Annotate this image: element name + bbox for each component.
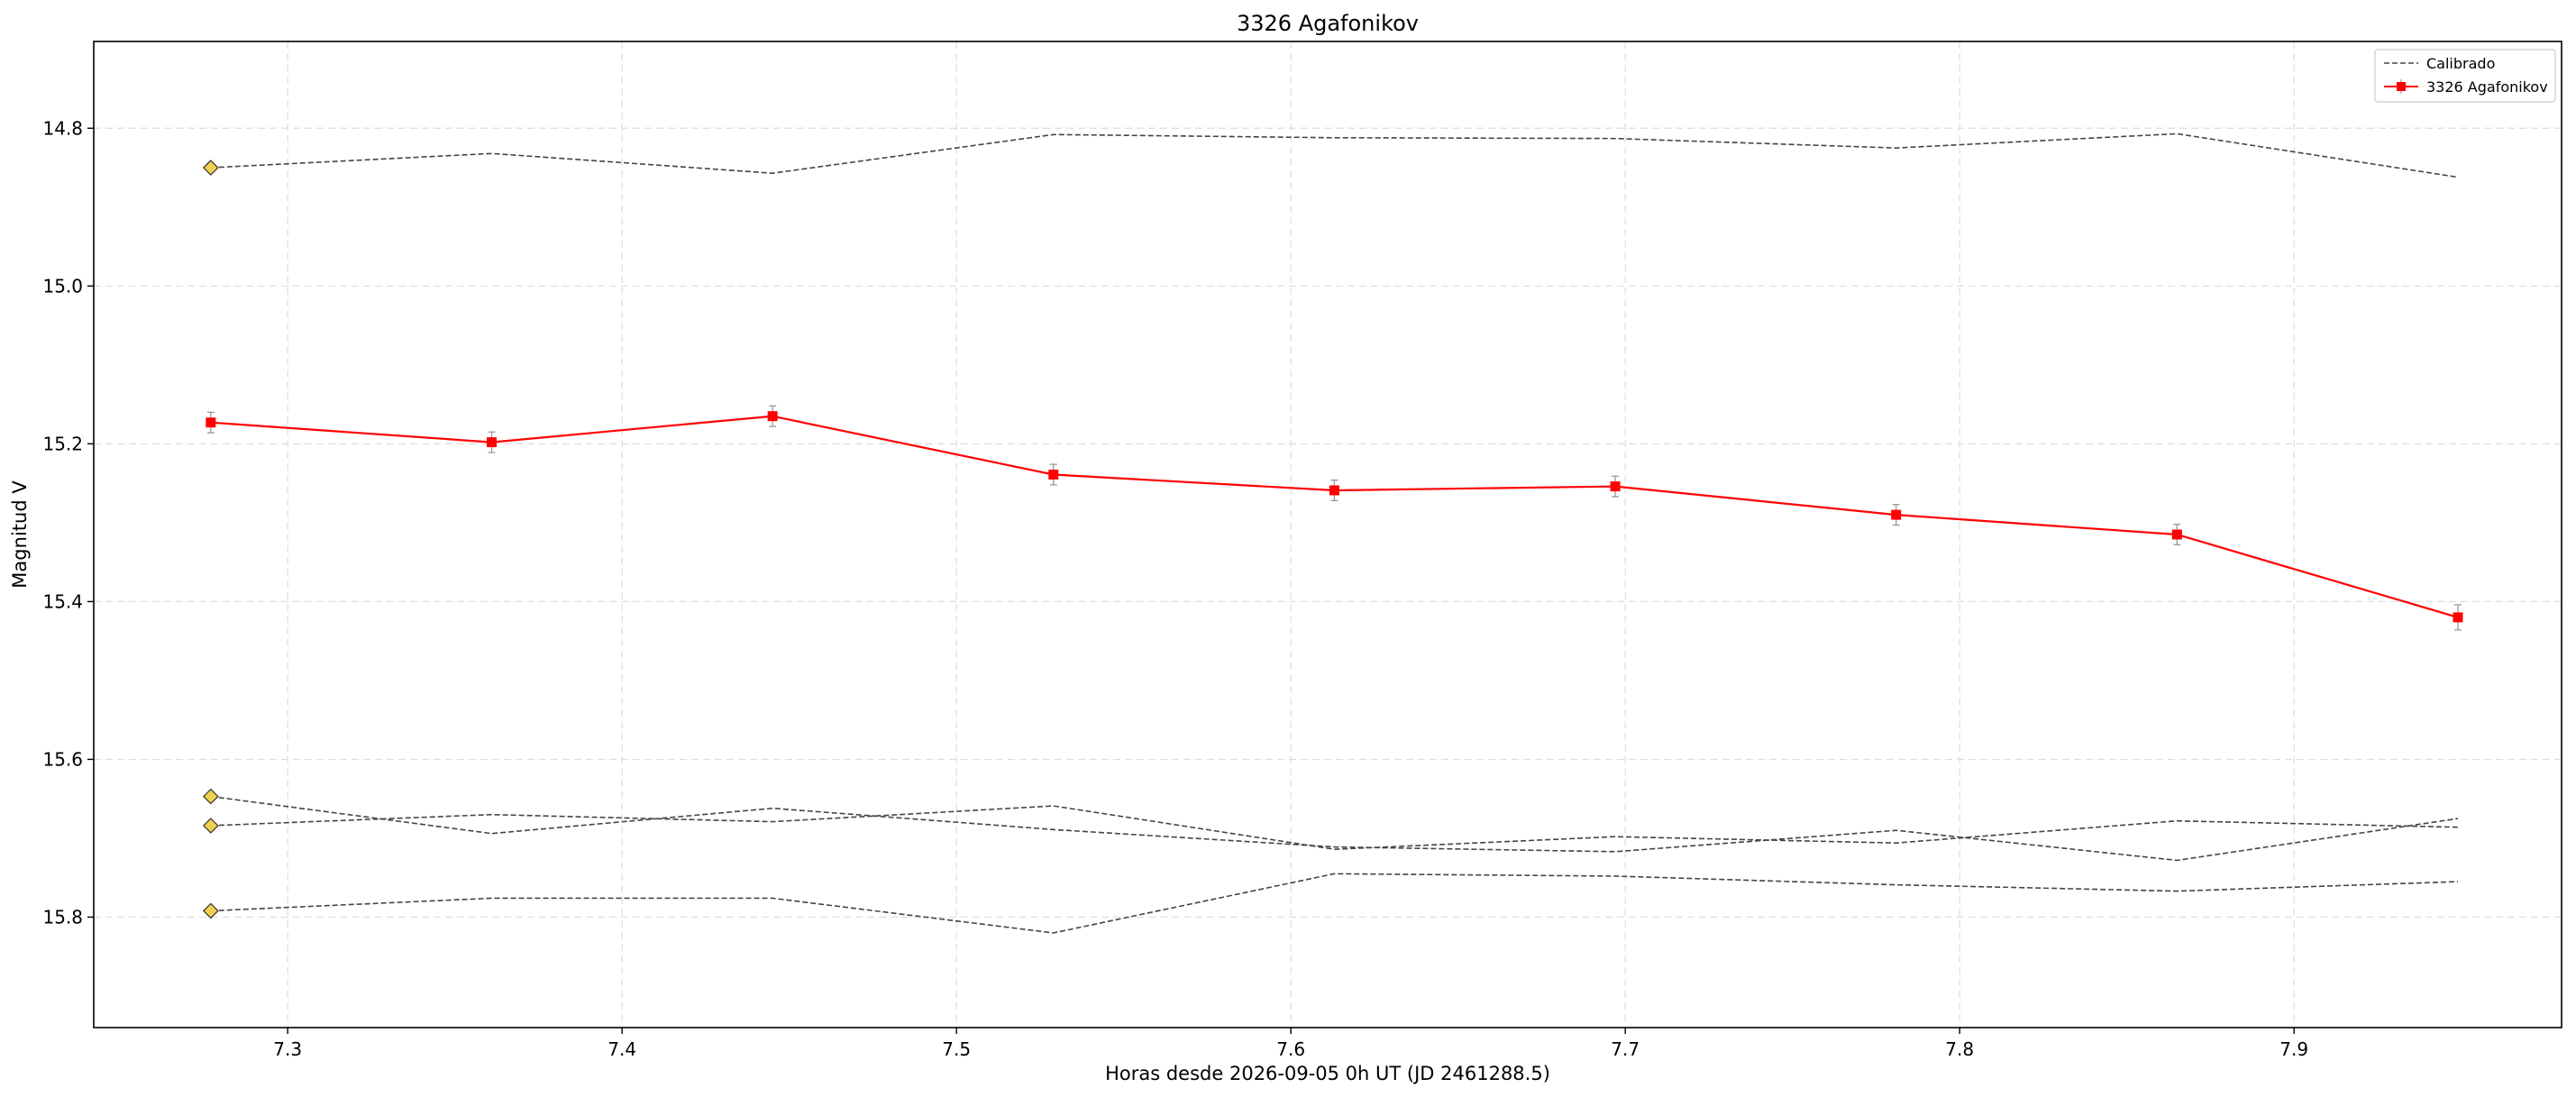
y-tick-label: 15.6 (42, 748, 83, 770)
calibrated-start-marker (203, 902, 219, 919)
legend-target-marker (2397, 82, 2406, 91)
y-tick-label: 15.8 (42, 906, 83, 928)
legend-box (2374, 49, 2556, 103)
y-tick-label: 14.8 (42, 117, 83, 139)
target-point (1048, 469, 1059, 480)
target-point (1610, 481, 1621, 492)
x-tick-label: 7.8 (1945, 1038, 1974, 1060)
calibrated-start-marker (203, 818, 219, 834)
legend-calibrated-label: Calibrado (2426, 55, 2495, 72)
target-point (1891, 509, 1902, 520)
x-tick-label: 7.9 (2279, 1038, 2308, 1060)
x-tick-label: 7.6 (1276, 1038, 1305, 1060)
target-point (206, 417, 216, 428)
plot-frame (93, 41, 2562, 1028)
legend-target-label: 3326 Agafonikov (2426, 78, 2548, 96)
x-tick-label: 7.3 (273, 1038, 302, 1060)
target-point (2171, 529, 2182, 540)
target-point (767, 411, 778, 422)
calibrated-series-line (210, 805, 2459, 851)
chart-title: 3326 Agafonikov (1237, 11, 1419, 36)
y-axis-label: Magnitud V (9, 480, 31, 589)
x-tick-label: 7.4 (607, 1038, 636, 1060)
target-point (2453, 612, 2463, 623)
x-axis-label: Horas desde 2026-09-05 0h UT (JD 2461288… (1105, 1063, 1550, 1084)
y-tick-label: 15.0 (42, 275, 83, 297)
x-tick-label: 7.5 (942, 1038, 971, 1060)
y-tick-label: 15.4 (42, 590, 83, 612)
calibrated-start-marker (203, 160, 219, 176)
ticks: 7.3 7.4 7.5 7.6 7.7 7.8 7.9 14.8 15.0 15.2 15.4 15.… (42, 117, 2308, 1060)
grid (94, 41, 2562, 1028)
series-layer (203, 133, 2463, 934)
x-tick-label: 7.7 (1611, 1038, 1640, 1060)
calibrated-series-line (210, 133, 2459, 178)
target-point (486, 437, 497, 448)
y-tick-label: 15.2 (42, 433, 83, 454)
target-point (1329, 485, 1339, 496)
calibrated-series-line (210, 873, 2459, 934)
calibrated-start-marker (203, 788, 219, 805)
legend: Calibrado 3326 Agafonikov (2374, 49, 2556, 103)
calibrated-series-line (210, 795, 2459, 862)
